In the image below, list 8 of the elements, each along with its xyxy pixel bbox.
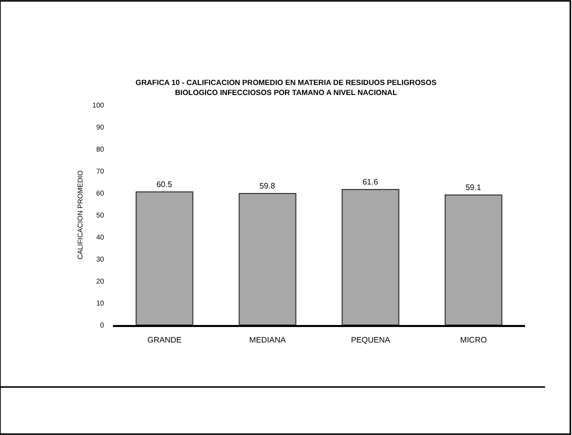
data-label: 60.5: [156, 180, 173, 189]
data-label: 61.6: [362, 177, 379, 186]
x-tick-label: MEDIANA: [249, 335, 286, 344]
x-tick-label: PEQUENA: [350, 335, 391, 344]
x-tick-label: GRANDE: [147, 335, 182, 344]
data-label: 59.1: [465, 182, 482, 192]
data-label: 59.8: [259, 181, 276, 190]
x-tick-label: MICRO: [460, 335, 487, 344]
